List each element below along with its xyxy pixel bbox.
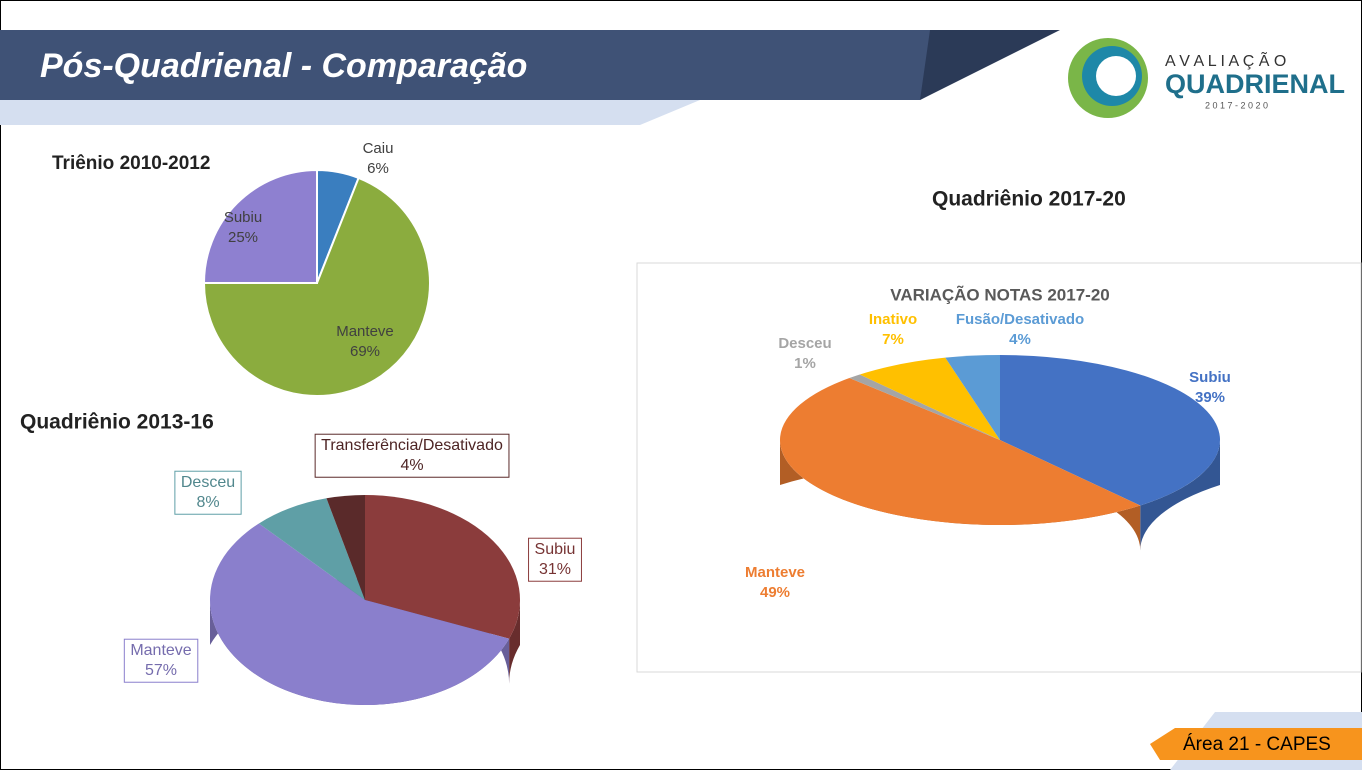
- label-box: [123, 638, 199, 683]
- footer-text: Área 21 - CAPES: [1183, 734, 1331, 755]
- chart-title: Quadriênio 2013-16: [20, 411, 214, 434]
- value-label: 49%: [760, 584, 790, 601]
- slice: [1000, 355, 1220, 506]
- data-label: Manteve 57%: [123, 638, 199, 683]
- value-label: 6%: [367, 160, 389, 177]
- value-label: 4%: [400, 457, 423, 474]
- value-label: 31%: [539, 561, 571, 578]
- logo: A V A L I A Ç Ã O QUADRIENAL 2 0 1 7 - 2…: [1068, 38, 1345, 118]
- slice: [202, 168, 318, 284]
- slide-title: Pós-Quadrienal - Comparação: [40, 47, 527, 85]
- data-label: Subiu 25%: [224, 209, 262, 246]
- data-label: Subiu 39%: [1189, 369, 1231, 406]
- slice: [859, 357, 1000, 440]
- pie: [202, 168, 431, 397]
- category-label: Subiu: [535, 541, 576, 558]
- category-label: Desceu: [778, 335, 831, 352]
- value-label: 57%: [145, 662, 177, 679]
- slice: [780, 378, 1141, 525]
- chart-subtitle: VARIAÇÃO NOTAS 2017-20: [890, 284, 1109, 304]
- data-label: Desceu 1%: [778, 335, 831, 372]
- slice-side: [509, 600, 520, 684]
- category-label: Inativo: [869, 311, 917, 328]
- pie: [209, 495, 520, 706]
- logo-center: [1096, 56, 1136, 96]
- category-label: Subiu: [1189, 369, 1231, 386]
- logo-text: 2 0 1 7 - 2 0 2 0: [1205, 100, 1268, 110]
- slice: [326, 495, 365, 600]
- header-accent: [920, 30, 1060, 100]
- category-label: Manteve: [745, 564, 805, 581]
- slice: [202, 176, 431, 397]
- data-label: Transferência/Desativado 4%: [314, 433, 510, 478]
- label-box: [314, 433, 510, 478]
- value-label: 39%: [1195, 389, 1225, 406]
- slice-side: [1140, 440, 1220, 551]
- label-box: [528, 537, 582, 582]
- slice: [209, 523, 510, 706]
- value-label: 1%: [794, 355, 816, 372]
- header-strip: [0, 100, 700, 125]
- data-label: Manteve 69%: [336, 323, 394, 360]
- category-label: Manteve: [336, 323, 394, 340]
- slice: [945, 355, 1000, 440]
- value-label: 4%: [1009, 331, 1031, 348]
- category-label: Manteve: [130, 642, 191, 659]
- slice: [849, 374, 1000, 440]
- slice: [258, 498, 365, 600]
- category-label: Desceu: [181, 474, 235, 491]
- data-label: Inativo 7%: [869, 311, 917, 348]
- data-label: Manteve 49%: [745, 564, 805, 601]
- value-label: 8%: [196, 494, 219, 511]
- category-label: Transferência/Desativado: [321, 437, 503, 454]
- data-label: Caiu 6%: [363, 140, 394, 177]
- chart-title: Triênio 2010-2012: [52, 153, 210, 174]
- logo-text: A V A L I A Ç Ã O: [1165, 50, 1286, 70]
- value-label: 25%: [228, 229, 258, 246]
- category-label: Subiu: [224, 209, 262, 226]
- data-label: Fusão/Desativado 4%: [956, 311, 1084, 348]
- data-label: Desceu 8%: [174, 470, 242, 515]
- slice: [365, 495, 520, 639]
- chart-title: Quadriênio 2017-20: [932, 188, 1126, 211]
- pie: [780, 355, 1220, 551]
- logo-text: QUADRIENAL: [1165, 69, 1345, 99]
- data-label: Subiu 31%: [528, 537, 582, 582]
- value-label: 69%: [350, 343, 380, 360]
- category-label: Caiu: [363, 140, 394, 157]
- value-label: 7%: [882, 331, 904, 348]
- footer-tag: [1150, 728, 1362, 760]
- category-label: Fusão/Desativado: [956, 311, 1084, 328]
- header-banner: [0, 30, 1050, 100]
- label-box: [174, 470, 242, 515]
